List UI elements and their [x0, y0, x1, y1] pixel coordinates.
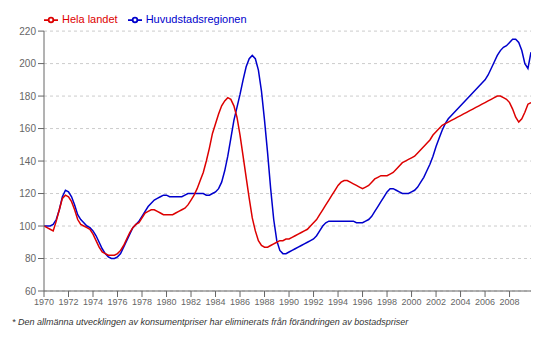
svg-text:1972: 1972 [58, 297, 78, 307]
svg-text:80: 80 [25, 253, 37, 264]
svg-text:1996: 1996 [353, 297, 373, 307]
svg-text:60: 60 [25, 286, 37, 297]
svg-text:1992: 1992 [304, 297, 324, 307]
svg-text:1986: 1986 [230, 297, 250, 307]
svg-text:2004: 2004 [451, 297, 471, 307]
svg-text:200: 200 [19, 58, 36, 69]
svg-text:160: 160 [19, 123, 36, 134]
svg-text:140: 140 [19, 156, 36, 167]
svg-text:1970: 1970 [34, 297, 54, 307]
svg-text:120: 120 [19, 188, 36, 199]
html-text:Huvudstadsregionen: Huvudstadsregionen [145, 13, 247, 25]
svg-text:1988: 1988 [255, 297, 275, 307]
svg-text:1984: 1984 [206, 297, 226, 307]
svg-text:2002: 2002 [426, 297, 446, 307]
svg-text:1982: 1982 [181, 297, 201, 307]
svg-text:180: 180 [19, 91, 36, 102]
svg-text:220: 220 [19, 26, 36, 37]
svg-text:1994: 1994 [328, 297, 348, 307]
svg-text:1990: 1990 [279, 297, 299, 307]
html-text:Hela landet: Hela landet [62, 13, 118, 25]
svg-text:100: 100 [19, 221, 36, 232]
svg-text:1980: 1980 [157, 297, 177, 307]
svg-text:2000: 2000 [402, 297, 422, 307]
svg-text:1978: 1978 [132, 297, 152, 307]
svg-text:2006: 2006 [475, 297, 495, 307]
svg-text:1974: 1974 [83, 297, 103, 307]
svg-text:2008: 2008 [500, 297, 520, 307]
svg-text:1998: 1998 [377, 297, 397, 307]
html-text:* Den allmänna utvecklingen av: * Den allmänna utvecklingen av konsument… [12, 317, 409, 327]
svg-text:1976: 1976 [107, 297, 127, 307]
